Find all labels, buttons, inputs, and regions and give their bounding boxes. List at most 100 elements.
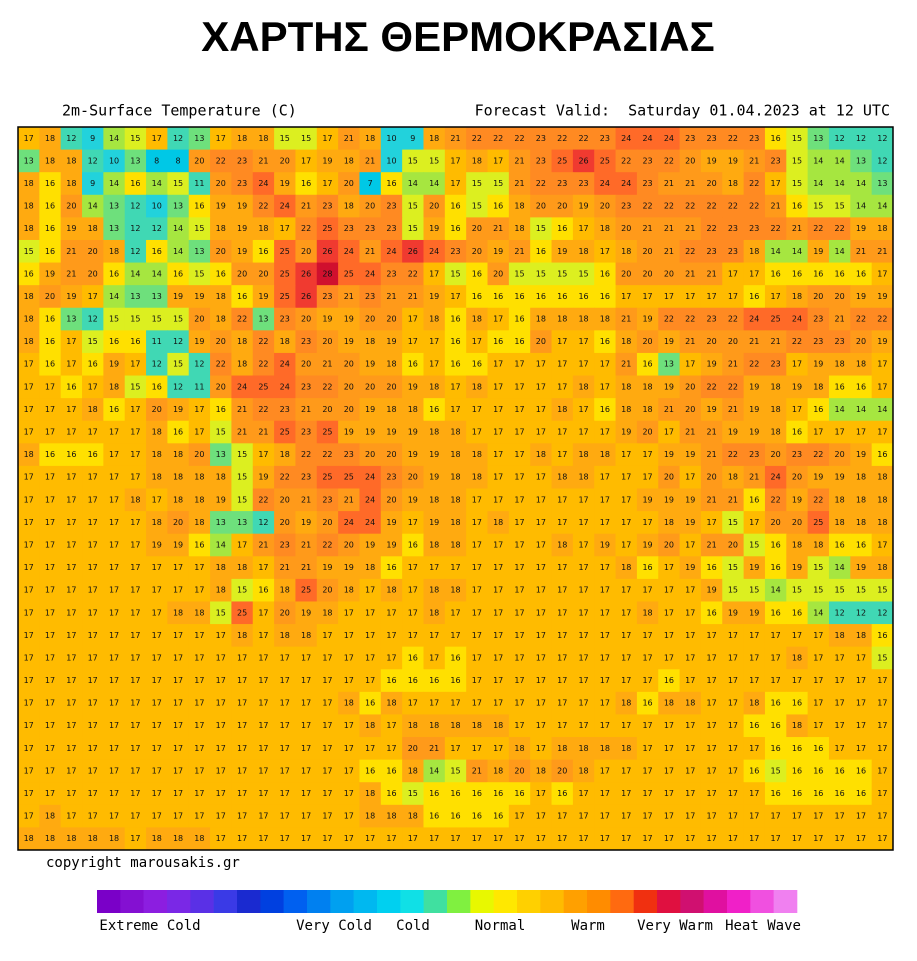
temperature-value: 16 [216,269,226,278]
temperature-value: 16 [386,766,396,775]
temperature-cell [807,601,830,625]
temperature-cell [252,759,275,783]
color-swatch [540,890,564,913]
temperature-cell [210,194,232,218]
temperature-value: 25 [301,586,311,595]
temperature-cell [871,149,894,173]
temperature-value: 17 [130,699,140,708]
temperature-cell [124,127,147,151]
temperature-cell [423,624,446,648]
temperature-cell [210,669,232,693]
temperature-cell [359,624,382,648]
temperature-value: 18 [237,563,247,572]
temperature-cell [103,285,126,309]
temperature-value: 26 [322,247,332,256]
temperature-value: 17 [578,608,588,617]
temperature-cell [60,714,83,738]
temperature-cell [359,759,382,783]
temperature-cell [359,556,382,580]
temperature-value: 14 [813,608,823,617]
temperature-value: 19 [322,563,332,572]
temperature-cell [146,669,168,693]
temperature-value: 9 [90,179,95,188]
temperature-cell [338,172,360,196]
temperature-value: 14 [152,269,162,278]
temperature-value: 17 [493,382,503,391]
temperature-value: 18 [472,315,482,324]
temperature-value: 20 [771,450,781,459]
temperature-cell [807,127,830,151]
temperature-value: 17 [258,766,268,775]
temperature-cell [423,172,446,196]
temperature-cell [615,737,638,761]
temperature-value: 16 [45,247,55,256]
temperature-cell [39,217,62,241]
temperature-cell [444,172,467,196]
temperature-cell [295,398,318,422]
temperature-value: 19 [322,156,332,165]
temperature-value: 17 [130,428,140,437]
temperature-value: 17 [813,631,823,640]
temperature-cell [487,352,510,377]
temperature-value: 22 [707,382,717,391]
temperature-value: 17 [621,766,631,775]
temperature-cell [210,352,232,377]
temperature-value: 20 [194,315,204,324]
temperature-cell [380,352,403,377]
temperature-cell [487,759,510,783]
temperature-value: 19 [173,405,183,414]
temperature-value: 17 [493,540,503,549]
temperature-value: 12 [130,247,140,256]
temperature-value: 17 [88,721,98,730]
temperature-value: 19 [792,382,802,391]
temperature-value: 17 [450,179,460,188]
temperature-value: 16 [45,202,55,211]
temperature-value: 16 [813,789,823,798]
temperature-cell [103,759,126,783]
temperature-value: 23 [578,179,588,188]
temperature-value: 16 [792,428,802,437]
temperature-cell [124,556,147,580]
temperature-cell [82,782,104,806]
temperature-value: 17 [536,518,546,527]
temperature-value: 17 [450,834,460,843]
temperature-value: 18 [728,473,738,482]
temperature-cell [508,511,531,535]
temperature-cell [551,759,574,783]
temperature-value: 19 [557,247,567,256]
temperature-value: 17 [301,699,311,708]
temperature-cell [764,443,787,467]
temperature-value: 16 [792,766,802,775]
temperature-cell [359,533,382,557]
temperature-cell [572,217,595,241]
temperature-cell [530,443,553,467]
temperature-value: 16 [642,699,652,708]
temperature-value: 18 [152,473,162,482]
temperature-cell [252,217,275,241]
temperature-value: 17 [472,631,482,640]
temperature-value: 17 [258,631,268,640]
temperature-value: 17 [24,405,34,414]
temperature-cell [295,488,318,512]
temperature-value: 21 [237,428,247,437]
legend-label: Normal [475,918,526,934]
temperature-cell [828,330,851,354]
temperature-value: 17 [109,721,119,730]
temperature-cell [338,669,360,693]
temperature-value: 17 [301,676,311,685]
temperature-cell [722,624,745,648]
temperature-value: 17 [66,766,76,775]
temperature-cell [60,533,83,557]
temperature-cell [679,239,702,264]
temperature-value: 17 [877,766,887,775]
temperature-value: 20 [472,224,482,233]
temperature-cell [167,465,190,489]
temperature-value: 17 [493,744,503,753]
temperature-value: 16 [557,292,567,301]
temperature-cell [658,556,681,580]
temperature-cell [807,465,830,489]
temperature-cell [359,669,382,693]
temperature-value: 21 [707,269,717,278]
temperature-cell [828,194,851,218]
temperature-cell [188,533,211,557]
